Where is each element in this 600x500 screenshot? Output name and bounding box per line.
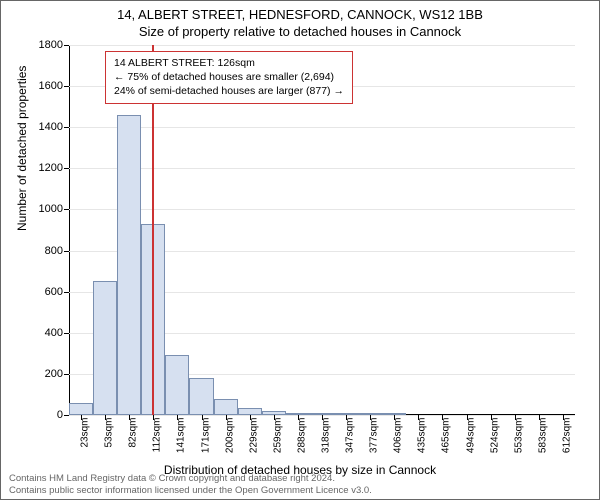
- y-tick-label: 600: [29, 286, 63, 298]
- callout-line-1: 14 ALBERT STREET: 126sqm: [114, 56, 344, 70]
- y-tick-label: 1600: [29, 80, 63, 92]
- y-tick: [64, 127, 69, 128]
- histogram-bar: [189, 378, 213, 415]
- y-tick-label: 400: [29, 327, 63, 339]
- callout-line-3: 24% of semi-detached houses are larger (…: [114, 84, 344, 98]
- y-tick: [64, 292, 69, 293]
- x-tick-label: 229sqm: [248, 418, 259, 468]
- x-tick-label: 112sqm: [152, 418, 163, 468]
- x-tick-label: 465sqm: [441, 418, 452, 468]
- y-tick: [64, 415, 69, 416]
- y-tick: [64, 374, 69, 375]
- x-tick-label: 494sqm: [465, 418, 476, 468]
- x-tick-label: 288sqm: [296, 418, 307, 468]
- y-tick-label: 1200: [29, 162, 63, 174]
- x-tick-label: 200sqm: [224, 418, 235, 468]
- histogram-bar: [238, 408, 262, 415]
- footer-line-1: Contains HM Land Registry data © Crown c…: [9, 473, 372, 485]
- y-tick-label: 800: [29, 245, 63, 257]
- gridline: [69, 168, 575, 169]
- y-tick-label: 1400: [29, 121, 63, 133]
- x-tick-label: 524sqm: [489, 418, 500, 468]
- y-tick: [64, 168, 69, 169]
- y-axis-line: [69, 45, 70, 415]
- chart-title-desc: Size of property relative to detached ho…: [1, 24, 599, 39]
- y-tick: [64, 209, 69, 210]
- y-tick-label: 1800: [29, 39, 63, 51]
- y-tick-label: 1000: [29, 203, 63, 215]
- y-tick-label: 0: [29, 409, 63, 421]
- histogram-bar: [69, 403, 93, 415]
- histogram-bar: [214, 399, 238, 415]
- y-tick: [64, 45, 69, 46]
- y-tick: [64, 86, 69, 87]
- x-tick-label: 612sqm: [561, 418, 572, 468]
- chart-title-address: 14, ALBERT STREET, HEDNESFORD, CANNOCK, …: [1, 7, 599, 22]
- gridline: [69, 209, 575, 210]
- y-tick: [64, 333, 69, 334]
- y-tick: [64, 251, 69, 252]
- callout-line-2: ← 75% of detached houses are smaller (2,…: [114, 70, 344, 84]
- y-axis-label: Number of detached properties: [15, 66, 29, 231]
- histogram-bar: [165, 355, 189, 415]
- gridline: [69, 127, 575, 128]
- x-tick-label: 171sqm: [200, 418, 211, 468]
- x-tick-label: 82sqm: [128, 418, 139, 468]
- x-tick-label: 259sqm: [272, 418, 283, 468]
- x-tick-label: 583sqm: [537, 418, 548, 468]
- y-tick-label: 200: [29, 368, 63, 380]
- histogram-bar: [93, 281, 117, 415]
- x-tick-label: 23sqm: [80, 418, 91, 468]
- x-tick-label: 553sqm: [513, 418, 524, 468]
- x-tick-label: 53sqm: [104, 418, 115, 468]
- x-tick-label: 141sqm: [176, 418, 187, 468]
- chart-container: 14, ALBERT STREET, HEDNESFORD, CANNOCK, …: [0, 0, 600, 500]
- x-tick-label: 347sqm: [345, 418, 356, 468]
- x-tick-label: 377sqm: [369, 418, 380, 468]
- callout-box: 14 ALBERT STREET: 126sqm ← 75% of detach…: [105, 51, 353, 104]
- x-tick-label: 406sqm: [393, 418, 404, 468]
- gridline: [69, 45, 575, 46]
- footer-attribution: Contains HM Land Registry data © Crown c…: [9, 473, 372, 497]
- footer-line-2: Contains public sector information licen…: [9, 485, 372, 497]
- x-tick-label: 318sqm: [321, 418, 332, 468]
- histogram-bar: [117, 115, 141, 415]
- x-tick-label: 435sqm: [417, 418, 428, 468]
